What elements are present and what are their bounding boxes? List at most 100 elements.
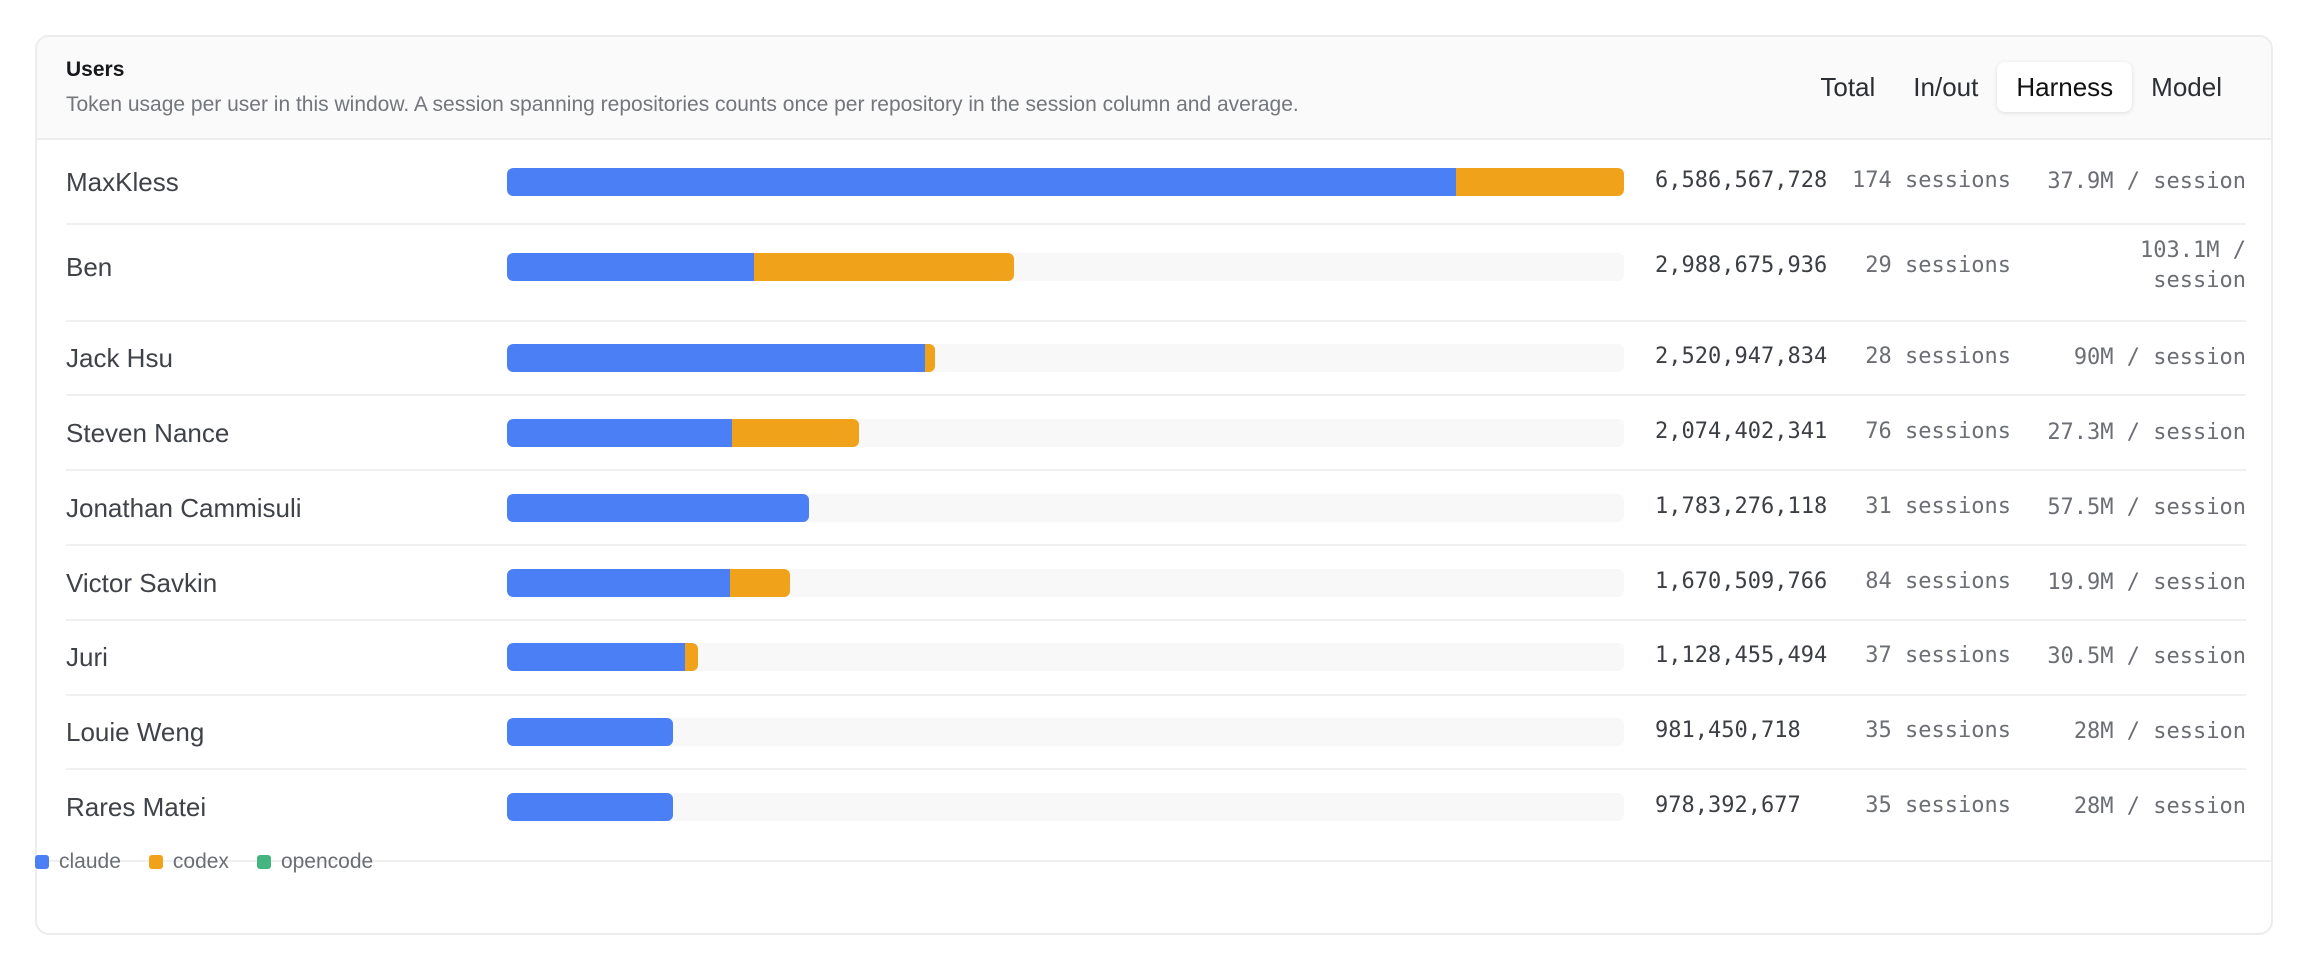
stacked-bar <box>507 344 935 372</box>
bar-track <box>507 718 1624 746</box>
row-session-count: 31 sessions <box>1865 494 2011 519</box>
bar-segment-claude <box>507 643 686 671</box>
bar-segment-codex <box>732 419 859 447</box>
row-average: 28M / session <box>2073 794 2246 819</box>
row-session-count: 29 sessions <box>1865 253 2011 278</box>
legend-swatch <box>148 855 163 869</box>
bar-track <box>507 793 1624 821</box>
bar-segment-claude <box>507 344 925 372</box>
legend-item-opencode: opencode <box>256 850 374 874</box>
bar-track <box>507 168 1624 196</box>
legend-swatch <box>35 855 49 869</box>
user-name: Juri <box>66 642 108 672</box>
legend-swatch <box>256 855 271 869</box>
row-average: 19.9M / session <box>2047 570 2246 595</box>
user-row: Victor Savkin 1,670,509,766 84 sessions … <box>66 546 2246 621</box>
bar-segment-claude <box>507 569 730 597</box>
tab-in-out[interactable]: In/out <box>1913 71 1979 102</box>
row-total-tokens: 1,783,276,118 <box>1655 494 1828 519</box>
user-name: Rares Matei <box>66 792 207 822</box>
user-row: Steven Nance 2,074,402,341 76 sessions 2… <box>66 396 2246 471</box>
tab-total[interactable]: Total <box>1820 71 1876 102</box>
user-name: MaxKless <box>66 167 179 197</box>
card-header: Users Token usage per user in this windo… <box>37 37 2271 140</box>
legend-label: codex <box>172 850 229 873</box>
row-session-count: 35 sessions <box>1865 793 2011 818</box>
row-session-count: 28 sessions <box>1865 344 2011 369</box>
row-total-tokens: 978,392,677 <box>1655 793 1801 818</box>
row-total-tokens: 1,128,455,494 <box>1655 643 1828 668</box>
bar-segment-codex <box>1456 168 1624 196</box>
bar-track <box>507 643 1624 671</box>
user-row: MaxKless 6,586,567,728 174 sessions 37.9… <box>66 140 2246 225</box>
row-average: 30.5M / session <box>2047 644 2246 669</box>
stacked-bar <box>507 569 791 597</box>
row-average: 37.9M / session <box>2047 169 2246 194</box>
row-total-tokens: 2,074,402,341 <box>1655 419 1828 444</box>
row-average: 103.1M / session <box>2140 236 2246 296</box>
user-row: Louie Weng 981,450,718 35 sessions 28M /… <box>66 696 2246 770</box>
user-name: Jack Hsu <box>66 343 173 373</box>
bar-track <box>507 344 1624 372</box>
bar-track <box>507 419 1624 447</box>
stacked-bar <box>507 419 859 447</box>
row-average: 57.5M / session <box>2047 495 2246 520</box>
legend-label: opencode <box>280 850 374 873</box>
user-name: Victor Savkin <box>66 568 218 598</box>
user-name: Steven Nance <box>66 418 230 448</box>
bar-segment-codex <box>685 643 699 671</box>
user-row: Juri 1,128,455,494 37 sessions 30.5M / s… <box>66 621 2246 696</box>
bar-segment-codex <box>729 569 791 597</box>
bar-track <box>507 494 1624 522</box>
bar-segment-claude <box>507 718 674 746</box>
card-title: Users <box>66 58 125 81</box>
bar-segment-codex <box>924 344 935 372</box>
users-card: Users Token usage per user in this windo… <box>35 35 2273 935</box>
legend-item-claude: claude <box>35 850 121 874</box>
row-total-tokens: 1,670,509,766 <box>1655 569 1828 594</box>
bar-segment-claude <box>507 793 673 821</box>
stacked-bar <box>507 718 674 746</box>
user-row: Ben 2,988,675,936 29 sessions 103.1M / s… <box>66 225 2246 322</box>
user-row: Jack Hsu 2,520,947,834 28 sessions 90M /… <box>66 322 2246 396</box>
row-total-tokens: 2,988,675,936 <box>1655 253 1828 278</box>
row-average-line2: session <box>2153 268 2246 293</box>
user-name: Jonathan Cammisuli <box>66 493 302 523</box>
bar-segment-claude <box>507 168 1456 196</box>
legend-label: claude <box>59 850 121 873</box>
bar-segment-claude <box>507 419 733 447</box>
user-row: Jonathan Cammisuli 1,783,276,118 31 sess… <box>66 471 2246 546</box>
tab-model[interactable]: Model <box>2151 71 2222 102</box>
row-total-tokens: 6,586,567,728 <box>1655 168 1828 193</box>
footer-divider <box>37 860 2271 862</box>
bar-segment-claude <box>507 494 810 522</box>
legend-item-codex: codex <box>148 850 229 874</box>
bar-track <box>507 569 1624 597</box>
tab-harness[interactable]: Harness <box>1997 62 2133 112</box>
stacked-bar <box>507 253 1014 281</box>
row-average-line1: 103.1M / <box>2140 238 2246 263</box>
bar-segment-codex <box>754 253 1014 281</box>
view-segmented-control: Total In/out Harness Model <box>1801 60 2241 114</box>
stacked-bar <box>507 168 1624 196</box>
user-name: Ben <box>66 252 113 282</box>
row-session-count: 84 sessions <box>1865 569 2011 594</box>
row-average: 28M / session <box>2073 719 2246 744</box>
stacked-bar <box>507 793 673 821</box>
stacked-bar <box>507 643 699 671</box>
user-row: Rares Matei 978,392,677 35 sessions 28M … <box>66 770 2246 845</box>
row-total-tokens: 2,520,947,834 <box>1655 344 1828 369</box>
row-average: 90M / session <box>2073 345 2246 370</box>
bar-track <box>507 253 1624 281</box>
user-name: Louie Weng <box>66 717 205 747</box>
row-session-count: 35 sessions <box>1865 718 2011 743</box>
chart-legend: claude codex opencode <box>35 850 373 874</box>
row-session-count: 174 sessions <box>1852 168 2011 193</box>
row-session-count: 76 sessions <box>1865 419 2011 444</box>
bar-segment-claude <box>507 253 755 281</box>
row-total-tokens: 981,450,718 <box>1655 718 1801 743</box>
card-subtitle: Token usage per user in this window. A s… <box>66 93 1299 116</box>
row-average: 27.3M / session <box>2047 420 2246 445</box>
row-session-count: 37 sessions <box>1865 643 2011 668</box>
stacked-bar <box>507 494 810 522</box>
